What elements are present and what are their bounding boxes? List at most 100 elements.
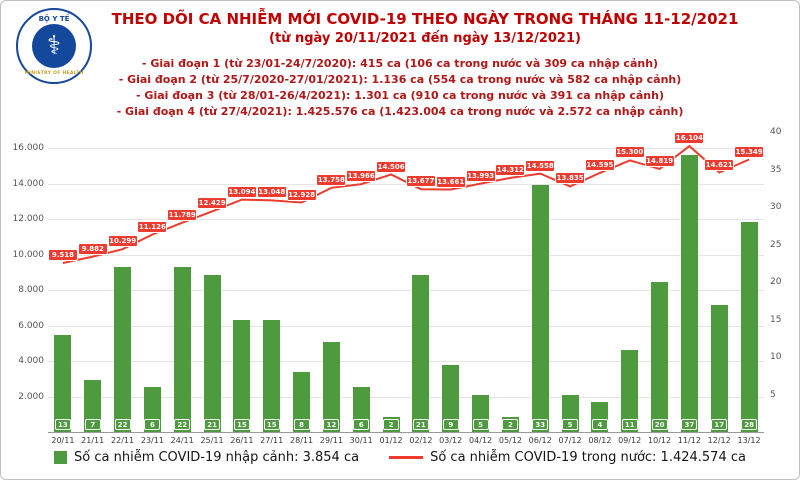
line-value-label: 12.429 xyxy=(197,197,228,210)
line-value-label: 13.835 xyxy=(555,172,586,185)
bar xyxy=(203,274,221,432)
x-axis-label: 09/12 xyxy=(618,436,642,445)
left-axis-tick: 16.000 xyxy=(12,143,45,153)
left-axis-tick: 2.000 xyxy=(18,391,44,402)
bar xyxy=(651,282,669,432)
bar-value-label: 17 xyxy=(711,419,728,430)
line-value-label: 15.300 xyxy=(614,146,645,159)
line-value-label: 14.819 xyxy=(644,154,675,167)
left-axis-tick: 12.000 xyxy=(12,214,45,224)
line-value-label: 14.312 xyxy=(495,163,526,176)
moh-logo: BỘ Y TẾ ⚕ MINISTRY OF HEALTH xyxy=(16,8,92,84)
line-value-label: 13.993 xyxy=(465,169,496,182)
right-axis-tick: 30 xyxy=(770,202,782,212)
left-axis-tick: 8.000 xyxy=(18,285,44,295)
right-axis-tick: 20 xyxy=(770,277,782,287)
line-value-label: 9.518 xyxy=(47,249,78,261)
bar-value-label: 13 xyxy=(54,419,71,430)
legend-line-label: Số ca nhiễm COVID-19 trong nước: 1.424.5… xyxy=(430,450,746,465)
gridline xyxy=(48,361,764,362)
moh-logo-ring: BỘ Y TẾ ⚕ MINISTRY OF HEALTH xyxy=(16,8,92,84)
line-value-label: 16.104 xyxy=(674,132,705,145)
period-note-2: - Giai đoạn 2 (từ 25/7/2020-27/01/2021):… xyxy=(118,73,682,86)
line-value-label: 13.966 xyxy=(346,170,377,183)
x-axis-label: 07/12 xyxy=(558,436,582,445)
bar-value-label: 20 xyxy=(651,419,668,430)
right-axis-tick: 10 xyxy=(770,352,782,362)
page-subtitle: (từ ngày 20/11/2021 đến ngày 13/12/2021) xyxy=(269,31,581,46)
x-axis-label: 10/12 xyxy=(648,436,672,445)
gridline xyxy=(48,325,764,327)
x-axis-label: 01/12 xyxy=(379,436,403,445)
bar xyxy=(442,364,460,432)
bar xyxy=(322,342,340,432)
x-axis-label: 26/11 xyxy=(230,436,254,445)
gridline xyxy=(48,219,764,220)
period-note-1: - Giai đoạn 1 (từ 23/01-24/7/2020): 415 … xyxy=(141,57,659,70)
bar-value-label: 15 xyxy=(263,419,280,430)
right-axis-tick: 15 xyxy=(770,314,782,325)
line-value-label: 13.094 xyxy=(226,185,257,198)
bar xyxy=(710,304,728,432)
line-value-label: 13.758 xyxy=(316,173,347,186)
bar xyxy=(114,267,132,432)
bar xyxy=(173,267,191,432)
bar xyxy=(233,319,251,432)
line-value-label: 14.558 xyxy=(525,159,556,172)
bar xyxy=(412,274,430,432)
period-notes: - Giai đoạn 1 (từ 23/01-24/7/2020): 415 … xyxy=(0,56,800,120)
left-axis-tick: 14.000 xyxy=(12,178,45,189)
legend-bar-label: Số ca nhiễm COVID-19 nhập cảnh: 3.854 ca xyxy=(74,450,360,465)
bar-value-label: 12 xyxy=(323,419,340,430)
line-value-label: 13.048 xyxy=(256,186,287,199)
line-value-label: 9.882 xyxy=(77,242,108,255)
x-axis-label: 08/12 xyxy=(588,436,612,445)
x-axis-label: 21/11 xyxy=(81,436,105,445)
right-axis-tick: 35 xyxy=(770,164,782,175)
gridline xyxy=(48,290,764,291)
left-axis-tick: 4.000 xyxy=(18,356,44,366)
bar xyxy=(54,334,72,432)
line-value-label: 14.621 xyxy=(704,158,735,171)
line-value-label: 14.506 xyxy=(376,160,407,173)
moh-logo-subtext: MINISTRY OF HEALTH xyxy=(24,71,84,76)
period-note-3: - Giai đoạn 3 (từ 28/01-26/4/2021): 1.30… xyxy=(136,89,664,102)
x-axis-label: 30/11 xyxy=(349,436,373,445)
bar xyxy=(740,222,758,432)
period-note-4: - Giai đoạn 4 (từ 27/4/2021): 1.425.576 … xyxy=(116,105,684,118)
page-title: THEO DÕI CA NHIỄM MỚI COVID-19 THEO NGÀY… xyxy=(111,10,739,28)
bar-value-label: 4 xyxy=(591,419,608,430)
bar-value-label: 22 xyxy=(114,419,131,430)
bar-value-label: 21 xyxy=(204,419,221,430)
gridline xyxy=(48,254,764,256)
line-value-label: 11.126 xyxy=(137,220,168,233)
moh-logo-name: BỘ Y TẾ xyxy=(38,15,70,23)
x-axis-label: 02/12 xyxy=(409,436,433,445)
bar-value-label: 37 xyxy=(681,419,698,430)
bar xyxy=(263,319,281,432)
x-axis-label: 29/11 xyxy=(319,436,343,445)
bar-value-label: 9 xyxy=(442,419,459,430)
bar-value-label: 5 xyxy=(472,419,489,430)
bar-value-label: 11 xyxy=(621,419,638,430)
right-axis-tick: 25 xyxy=(770,239,782,250)
chart-legend: Số ca nhiễm COVID-19 nhập cảnh: 3.854 ca… xyxy=(0,450,800,465)
chart-plot-area: 2.000 4.000 6.000 8.000 10.000 12.000 14.000 16… xyxy=(13,127,782,445)
line-value-label: 10.299 xyxy=(107,235,138,248)
x-axis-label: 03/12 xyxy=(439,436,463,445)
bar-value-label: 22 xyxy=(174,419,191,430)
caduceus-icon: ⚕ xyxy=(32,24,76,68)
bar-value-label: 8 xyxy=(293,419,310,430)
line-value-label: 14.595 xyxy=(584,158,615,171)
left-axis-tick: 6.000 xyxy=(18,320,44,331)
x-axis-label: 05/12 xyxy=(498,436,522,445)
bar-value-label: 6 xyxy=(353,419,370,430)
bar-value-label: 6 xyxy=(144,419,161,430)
bar-value-label: 7 xyxy=(84,419,101,430)
left-axis-tick: 10.000 xyxy=(12,249,45,260)
legend-line-swatch xyxy=(389,456,424,459)
bar-value-label: 5 xyxy=(562,419,579,430)
x-axis-label: 13/12 xyxy=(737,436,761,445)
bar xyxy=(531,184,549,432)
